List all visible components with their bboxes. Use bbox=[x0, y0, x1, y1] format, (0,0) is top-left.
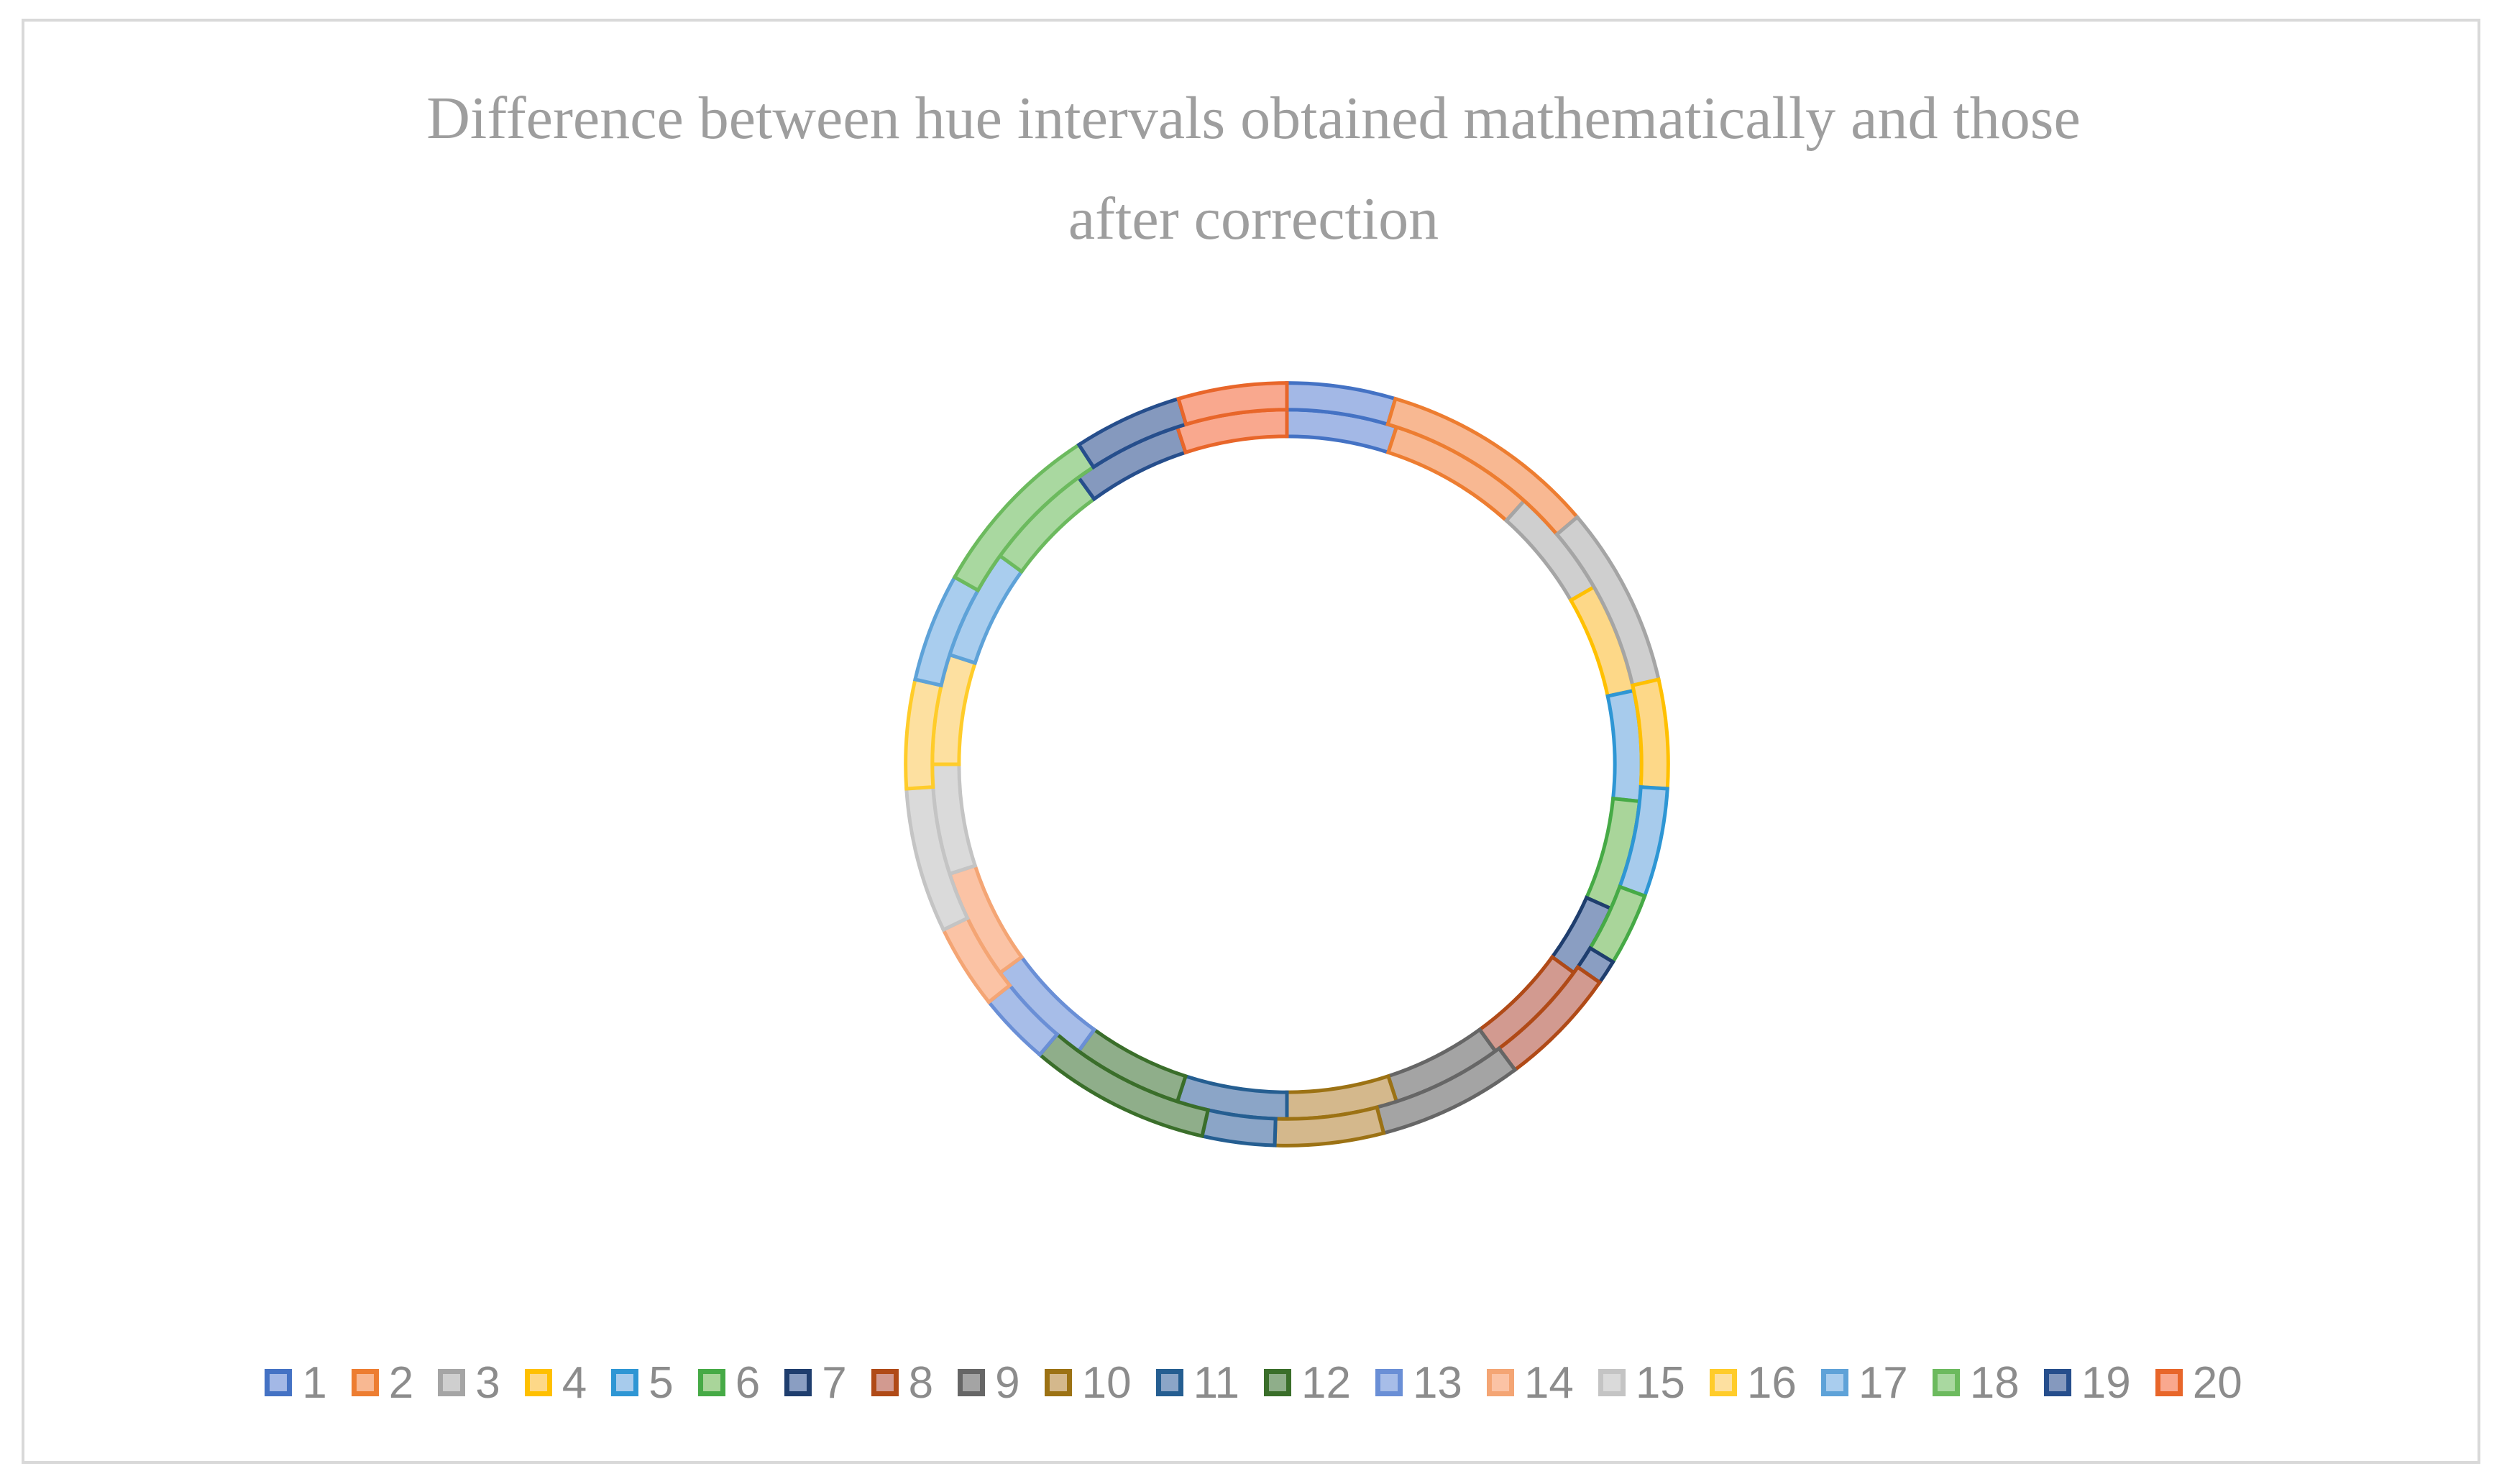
legend-swatch-15 bbox=[1598, 1369, 1626, 1396]
chart-frame bbox=[22, 19, 2480, 1464]
legend-item-12: 12 bbox=[1263, 1357, 1351, 1409]
legend-item-16: 16 bbox=[1709, 1357, 1797, 1409]
legend-item-19: 19 bbox=[2043, 1357, 2131, 1409]
chart-title-line-1: Difference between hue intervals obtaine… bbox=[426, 85, 2081, 152]
legend-label-2: 2 bbox=[388, 1357, 414, 1408]
legend-item-17: 17 bbox=[1820, 1357, 1908, 1409]
legend-label-20: 20 bbox=[2192, 1357, 2242, 1408]
legend-swatch-6 bbox=[697, 1369, 725, 1396]
legend-swatch-1 bbox=[265, 1369, 293, 1396]
legend-label-13: 13 bbox=[1412, 1357, 1462, 1408]
legend: 1 2 3 4 5 6 7 8 9 10 11 12 13 14 15 16 17 18 19 20 bbox=[0, 1350, 2507, 1415]
legend-item-20: 20 bbox=[2155, 1357, 2242, 1409]
legend-swatch-17 bbox=[1820, 1369, 1848, 1396]
legend-swatch-19 bbox=[2043, 1369, 2071, 1396]
legend-label-19: 19 bbox=[2081, 1357, 2131, 1408]
legend-label-5: 5 bbox=[648, 1357, 674, 1408]
legend-item-13: 13 bbox=[1375, 1357, 1462, 1409]
slice-outer-2 bbox=[1385, 396, 1580, 537]
chart-title-line-2: after correction bbox=[1068, 186, 1439, 252]
donut-ring-inner bbox=[930, 408, 1644, 1121]
legend-item-9: 9 bbox=[958, 1357, 1020, 1409]
legend-swatch-7 bbox=[784, 1369, 812, 1396]
donut-ring-outer bbox=[904, 381, 1670, 1148]
legend-label-11: 11 bbox=[1193, 1357, 1239, 1408]
legend-swatch-20 bbox=[2155, 1369, 2183, 1396]
legend-swatch-18 bbox=[1932, 1369, 1960, 1396]
legend-item-10: 10 bbox=[1044, 1357, 1132, 1409]
legend-label-4: 4 bbox=[562, 1357, 587, 1408]
legend-label-8: 8 bbox=[908, 1357, 934, 1408]
legend-label-18: 18 bbox=[1969, 1357, 2020, 1408]
legend-swatch-11 bbox=[1155, 1369, 1183, 1396]
legend-item-8: 8 bbox=[871, 1357, 933, 1409]
legend-item-3: 3 bbox=[438, 1357, 500, 1409]
legend-item-11: 11 bbox=[1155, 1357, 1239, 1409]
legend-item-6: 6 bbox=[697, 1357, 761, 1409]
legend-label-9: 9 bbox=[995, 1357, 1020, 1408]
legend-swatch-2 bbox=[351, 1369, 379, 1396]
legend-label-10: 10 bbox=[1081, 1357, 1132, 1408]
legend-swatch-8 bbox=[871, 1369, 899, 1396]
legend-swatch-12 bbox=[1263, 1369, 1291, 1396]
legend-label-1: 1 bbox=[302, 1357, 327, 1408]
legend-label-6: 6 bbox=[735, 1357, 761, 1408]
legend-swatch-13 bbox=[1375, 1369, 1403, 1396]
slice-outer-20 bbox=[1176, 381, 1289, 427]
legend-swatch-4 bbox=[524, 1369, 552, 1396]
legend-label-14: 14 bbox=[1523, 1357, 1574, 1408]
legend-label-12: 12 bbox=[1301, 1357, 1351, 1408]
legend-swatch-14 bbox=[1486, 1369, 1514, 1396]
chart-title: Difference between hue intervals obtaine… bbox=[0, 68, 2507, 270]
legend-item-2: 2 bbox=[351, 1357, 414, 1409]
legend-swatch-3 bbox=[438, 1369, 466, 1396]
legend-item-14: 14 bbox=[1486, 1357, 1574, 1409]
legend-swatch-10 bbox=[1044, 1369, 1072, 1396]
legend-label-7: 7 bbox=[822, 1357, 847, 1408]
legend-swatch-9 bbox=[958, 1369, 986, 1396]
legend-label-15: 15 bbox=[1635, 1357, 1685, 1408]
legend-item-1: 1 bbox=[265, 1357, 327, 1409]
legend-item-4: 4 bbox=[524, 1357, 587, 1409]
legend-label-17: 17 bbox=[1858, 1357, 1908, 1408]
legend-swatch-16 bbox=[1709, 1369, 1737, 1396]
legend-item-15: 15 bbox=[1598, 1357, 1685, 1409]
legend-item-5: 5 bbox=[611, 1357, 674, 1409]
legend-item-18: 18 bbox=[1932, 1357, 2020, 1409]
legend-swatch-5 bbox=[611, 1369, 639, 1396]
legend-label-16: 16 bbox=[1746, 1357, 1797, 1408]
legend-item-7: 7 bbox=[784, 1357, 847, 1409]
legend-label-3: 3 bbox=[475, 1357, 500, 1408]
